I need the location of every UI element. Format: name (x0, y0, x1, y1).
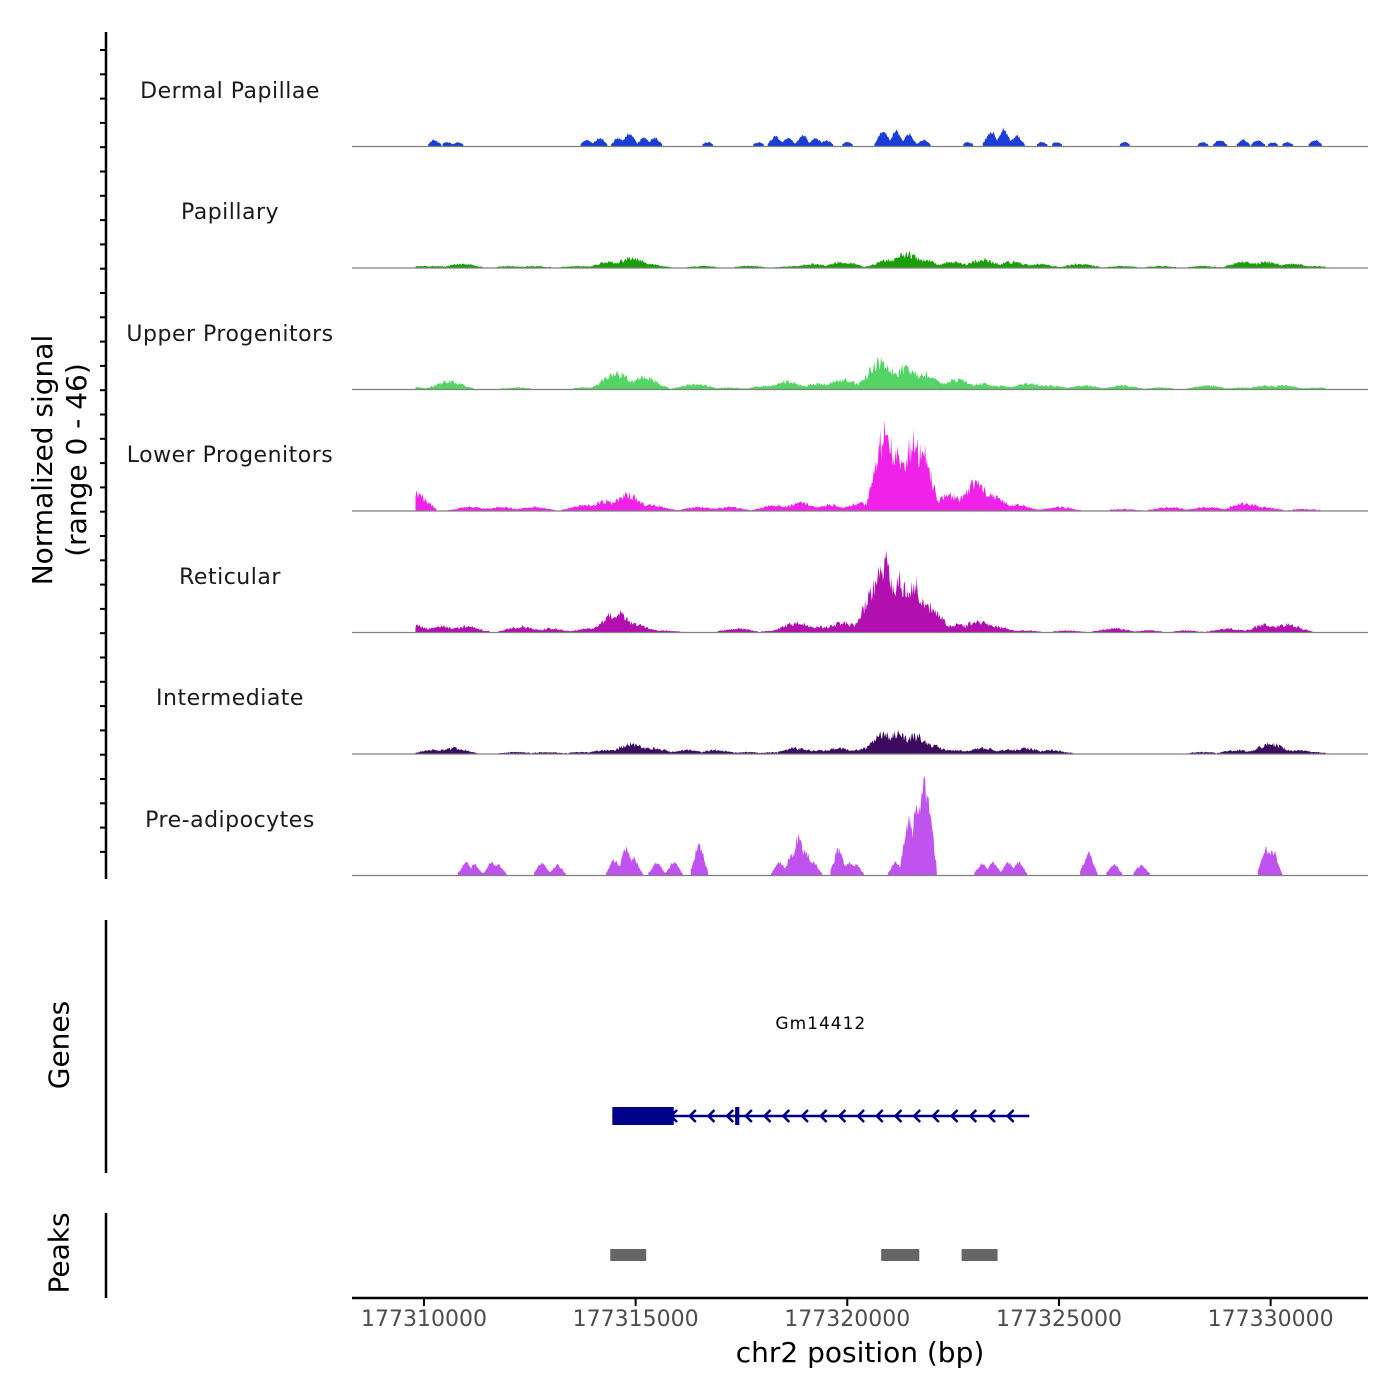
track-label: Papillary (180, 200, 280, 225)
peak-region (881, 1249, 920, 1261)
coverage-area (415, 420, 1322, 511)
gene-name-label: Gm14412 (775, 1014, 867, 1034)
strand-arrow (800, 1109, 809, 1123)
strand-arrow (687, 1109, 697, 1123)
strand-arrow (1005, 1109, 1015, 1123)
x-axis-title: chr2 position (bp) (735, 1336, 985, 1369)
strand-arrow (781, 1109, 791, 1123)
track-label: Upper Progenitors (126, 321, 334, 347)
strand-arrow (968, 1109, 978, 1123)
track-label: Lower Progenitors (126, 443, 334, 468)
x-tick-label: 177315000 (572, 1307, 699, 1332)
coverage-area (415, 251, 1326, 268)
peak-region (961, 1249, 998, 1261)
track-label: Reticular (179, 564, 281, 590)
coverage-area (457, 776, 1283, 876)
strand-arrow (949, 1109, 959, 1123)
x-tick-label: 177325000 (995, 1307, 1122, 1332)
coverage-area (415, 356, 1326, 390)
gene-exon (612, 1107, 674, 1125)
strand-arrow (818, 1109, 828, 1123)
strand-arrow (725, 1109, 735, 1123)
strand-arrow (893, 1109, 903, 1123)
coverage-area (415, 729, 1326, 754)
strand-arrow (856, 1109, 865, 1123)
coverage-area (428, 127, 1323, 147)
track-label: Pre-adipocytes (145, 807, 315, 833)
x-tick-label: 177330000 (1207, 1307, 1334, 1332)
strand-arrow (837, 1109, 847, 1123)
strand-arrow (706, 1109, 716, 1123)
coverage-area (415, 550, 1313, 633)
strand-arrow (931, 1109, 940, 1123)
gene-exon (735, 1107, 740, 1125)
track-label: Dermal Papillae (140, 78, 320, 104)
strand-arrow (744, 1109, 753, 1123)
strand-arrow (762, 1109, 772, 1123)
strand-arrow (874, 1109, 884, 1123)
x-tick-label: 177320000 (784, 1307, 911, 1332)
strand-arrow (987, 1109, 996, 1123)
x-tick-label: 177310000 (360, 1307, 487, 1332)
strand-arrow (912, 1109, 922, 1123)
peak-region (610, 1249, 647, 1261)
track-label: Intermediate (156, 686, 304, 711)
